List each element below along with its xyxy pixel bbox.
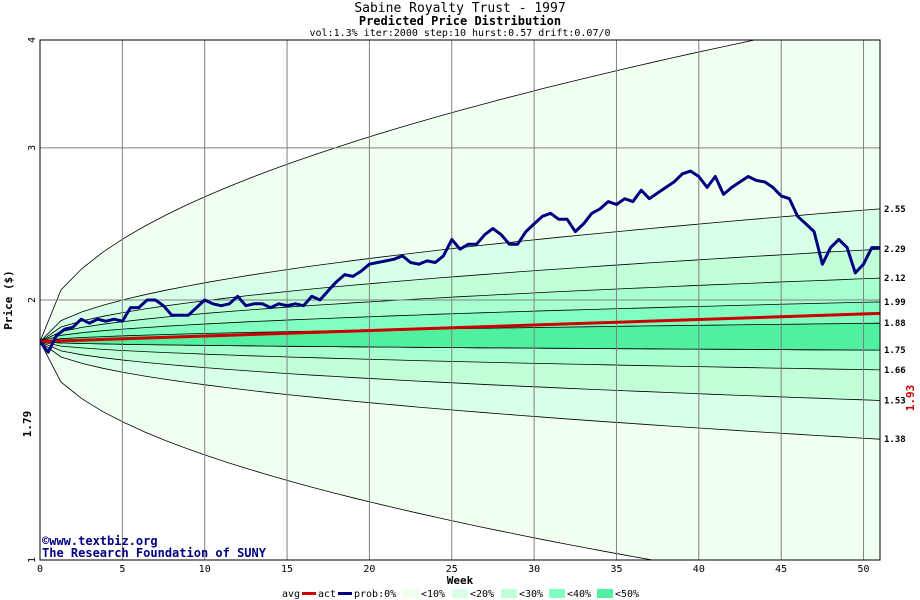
legend-band-20-swatch [452, 589, 468, 598]
right-label-1.75: 1.75 [884, 346, 906, 356]
actual-price-line [40, 169, 880, 354]
legend-band-50-label: <50% [615, 589, 639, 600]
right-label-1.66: 1.66 [884, 366, 906, 376]
y-axis-ticks: 1 2 3 4 [27, 37, 38, 563]
legend: avg act prob:0% <10% <20% <30% <40% <50% [282, 589, 639, 600]
x-axis-ticks: 0 5 10 15 20 25 30 35 40 45 50 [37, 564, 870, 575]
legend-band-10-label: <10% [421, 589, 445, 600]
right-label-1.99: 1.99 [884, 298, 906, 308]
x-tick-label: 10 [199, 564, 211, 575]
chart-subtitle: Predicted Price Distribution [359, 14, 561, 28]
x-tick-label: 20 [363, 564, 375, 575]
x-tick-label: 40 [693, 564, 705, 575]
legend-band-40-swatch [549, 589, 565, 598]
right-label-1.53: 1.53 [884, 396, 906, 406]
y-tick-label: 1 [27, 557, 38, 563]
legend-band-40-label: <40% [567, 589, 591, 600]
y-tick-label: 4 [27, 37, 38, 43]
legend-band-50-swatch [597, 589, 613, 598]
y-tick-label: 2 [27, 297, 38, 303]
x-tick-label: 35 [610, 564, 622, 575]
right-label-1.38: 1.38 [884, 435, 906, 445]
copyright-icon: © [42, 534, 50, 548]
right-percentile-labels: 2.55 2.29 2.12 1.99 1.88 1.75 1.66 1.53 1.38 [884, 205, 906, 445]
legend-act-label: act [318, 589, 336, 600]
legend-band-30-swatch [501, 589, 517, 598]
start-price-label: 1.79 [21, 411, 34, 438]
right-label-1.88: 1.88 [884, 319, 906, 329]
final-average-label: 1.93 [904, 385, 917, 412]
y-axis-label: Price ($) [2, 270, 15, 330]
credit-site-text: www.textbiz.org [49, 534, 157, 548]
right-label-2.29: 2.29 [884, 245, 906, 255]
legend-prob-label: prob:0% [354, 589, 396, 600]
plot-border [39, 39, 881, 561]
series-lines [40, 169, 880, 354]
credit-org: The Research Foundation of SUNY [42, 546, 267, 560]
chart-title: Sabine Royalty Trust - 1997 [354, 1, 565, 16]
x-tick-label: 25 [446, 564, 458, 575]
x-tick-label: 45 [775, 564, 787, 575]
legend-band-10-swatch [403, 589, 419, 598]
simulation-params: vol:1.3% iter:2000 step:10 hurst:0.57 dr… [309, 28, 610, 39]
legend-act-swatch [338, 592, 352, 595]
credit-site: ©www.textbiz.org [42, 534, 158, 548]
x-axis-label: Week [447, 574, 474, 587]
x-tick-label: 15 [281, 564, 293, 575]
legend-band-20-label: <20% [470, 589, 494, 600]
average-price-line [40, 311, 880, 344]
x-tick-label: 5 [119, 564, 125, 575]
plot-area [39, 39, 881, 561]
right-label-2.55: 2.55 [884, 205, 906, 215]
x-tick-label: 50 [858, 564, 870, 575]
x-tick-label: 0 [37, 564, 43, 575]
legend-avg-swatch [302, 592, 316, 595]
x-tick-label: 30 [528, 564, 540, 575]
legend-band-30-label: <30% [519, 589, 543, 600]
legend-avg-label: avg [282, 589, 300, 600]
right-label-2.12: 2.12 [884, 274, 906, 284]
y-tick-label: 3 [27, 145, 38, 151]
